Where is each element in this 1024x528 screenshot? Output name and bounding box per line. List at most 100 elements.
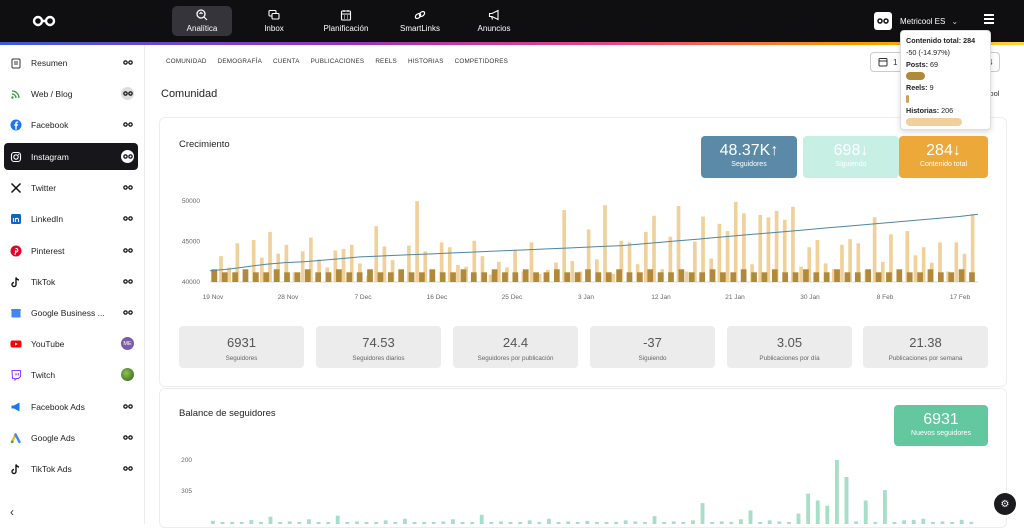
brand-selector[interactable]: Metricool ES ⌄ <box>874 12 958 30</box>
stories-bar[interactable] <box>848 239 852 282</box>
posts-bar[interactable] <box>844 272 851 282</box>
posts-bar[interactable] <box>616 269 622 282</box>
new-followers-bar[interactable] <box>614 521 619 524</box>
posts-bar[interactable] <box>637 272 643 282</box>
new-followers-bar[interactable] <box>921 518 926 524</box>
stories-bar[interactable] <box>742 213 746 282</box>
stories-bar[interactable] <box>619 240 624 282</box>
stories-bar[interactable] <box>815 239 820 282</box>
stories-bar[interactable] <box>260 257 264 282</box>
posts-bar[interactable] <box>834 269 840 282</box>
posts-bar[interactable] <box>304 269 311 282</box>
stories-bar[interactable] <box>782 219 787 282</box>
new-followers-bar[interactable] <box>460 522 465 524</box>
tab-comunidad[interactable]: COMUNIDAD <box>166 58 207 65</box>
new-followers-bar[interactable] <box>364 522 369 524</box>
posts-bar[interactable] <box>740 269 747 282</box>
sidebar-item-web-blog[interactable]: Web / Blog <box>4 80 138 107</box>
stories-bar[interactable] <box>382 246 387 282</box>
new-followers-bar[interactable] <box>575 522 580 524</box>
stories-bar[interactable] <box>595 259 599 282</box>
nav-inbox[interactable]: Inbox <box>244 6 304 36</box>
new-followers-bar[interactable] <box>787 522 791 524</box>
stories-bar[interactable] <box>905 231 910 282</box>
posts-bar[interactable] <box>823 272 830 282</box>
posts-bar[interactable] <box>720 272 726 282</box>
stories-bar[interactable] <box>317 259 321 282</box>
stories-bar[interactable] <box>946 271 950 282</box>
stories-bar[interactable] <box>831 269 836 282</box>
stories-bar[interactable] <box>341 248 346 282</box>
stories-bar[interactable] <box>627 242 632 282</box>
posts-bar[interactable] <box>709 269 716 282</box>
posts-bar[interactable] <box>917 272 923 282</box>
new-followers-bar[interactable] <box>556 522 561 524</box>
new-followers-bar[interactable] <box>691 520 695 524</box>
tab-publicaciones[interactable]: PUBLICACIONES <box>310 58 365 65</box>
stories-bar[interactable] <box>268 231 272 282</box>
new-followers-bar[interactable] <box>316 522 321 524</box>
stories-bar[interactable] <box>578 271 583 282</box>
stories-bar[interactable] <box>701 216 705 282</box>
posts-bar[interactable] <box>356 272 363 282</box>
new-followers-bar[interactable] <box>911 519 916 524</box>
posts-bar[interactable] <box>211 269 218 282</box>
new-followers-bar[interactable] <box>662 522 667 524</box>
new-followers-bar[interactable] <box>566 521 571 524</box>
stories-bar[interactable] <box>733 201 738 282</box>
new-followers-bar[interactable] <box>374 522 379 524</box>
stories-bar[interactable] <box>488 274 493 282</box>
posts-bar[interactable] <box>678 269 685 282</box>
posts-bar[interactable] <box>668 272 674 282</box>
stories-bar[interactable] <box>693 241 697 282</box>
posts-bar[interactable] <box>232 272 238 282</box>
posts-bar[interactable] <box>792 272 799 282</box>
new-followers-bar[interactable] <box>940 521 945 524</box>
posts-bar[interactable] <box>937 272 944 282</box>
new-followers-bar[interactable] <box>518 522 523 524</box>
stories-bar[interactable] <box>447 247 452 282</box>
tab-demograf-a[interactable]: DEMOGRAFÍA <box>217 58 262 65</box>
sidebar-item-tiktok-ads[interactable]: TikTok Ads <box>4 455 138 482</box>
new-followers-bar[interactable] <box>441 521 446 524</box>
stories-bar[interactable] <box>970 214 975 282</box>
stories-bar[interactable] <box>251 239 256 282</box>
new-followers-bar[interactable] <box>825 505 830 524</box>
stories-bar[interactable] <box>807 247 812 282</box>
stories-bar[interactable] <box>423 251 428 282</box>
sidebar-item-google-business[interactable]: Google Business ... <box>4 299 138 326</box>
new-followers-bar[interactable] <box>412 522 417 524</box>
posts-bar[interactable] <box>470 272 477 282</box>
new-followers-bar[interactable] <box>633 521 638 524</box>
new-followers-bar[interactable] <box>422 521 427 524</box>
stories-bar[interactable] <box>954 242 959 282</box>
new-followers-bar[interactable] <box>259 522 263 524</box>
stories-bar[interactable] <box>227 267 232 282</box>
stories-bar[interactable] <box>603 205 607 282</box>
sidebar-item-youtube[interactable]: YouTube ME <box>4 330 138 357</box>
posts-bar[interactable] <box>595 272 602 282</box>
kpi-following[interactable]: 698↓ Siguiendo <box>803 136 899 178</box>
stories-bar[interactable] <box>684 271 689 282</box>
nav-anuncios[interactable]: Anuncios <box>464 6 524 36</box>
posts-bar[interactable] <box>574 272 581 282</box>
stories-bar[interactable] <box>717 223 722 282</box>
posts-bar[interactable] <box>543 272 550 282</box>
posts-bar[interactable] <box>875 272 882 282</box>
collapse-sidebar-icon[interactable]: ‹ <box>10 505 14 519</box>
stories-bar[interactable] <box>938 242 942 282</box>
new-followers-bar[interactable] <box>739 519 743 524</box>
new-followers-bar[interactable] <box>547 518 551 524</box>
new-followers-bar[interactable] <box>710 522 715 524</box>
nav-analitica[interactable]: Analítica <box>172 6 232 36</box>
new-followers-bar[interactable] <box>892 522 897 524</box>
new-followers-bar[interactable] <box>537 521 542 524</box>
new-followers-bar[interactable] <box>211 520 215 524</box>
posts-bar[interactable] <box>242 269 249 282</box>
posts-bar[interactable] <box>419 272 425 282</box>
tab-reels[interactable]: REELS <box>375 58 397 65</box>
posts-bar[interactable] <box>502 272 508 282</box>
new-followers-bar[interactable] <box>729 521 734 524</box>
new-followers-bar[interactable] <box>585 520 590 524</box>
new-followers-bar[interactable] <box>268 516 273 524</box>
